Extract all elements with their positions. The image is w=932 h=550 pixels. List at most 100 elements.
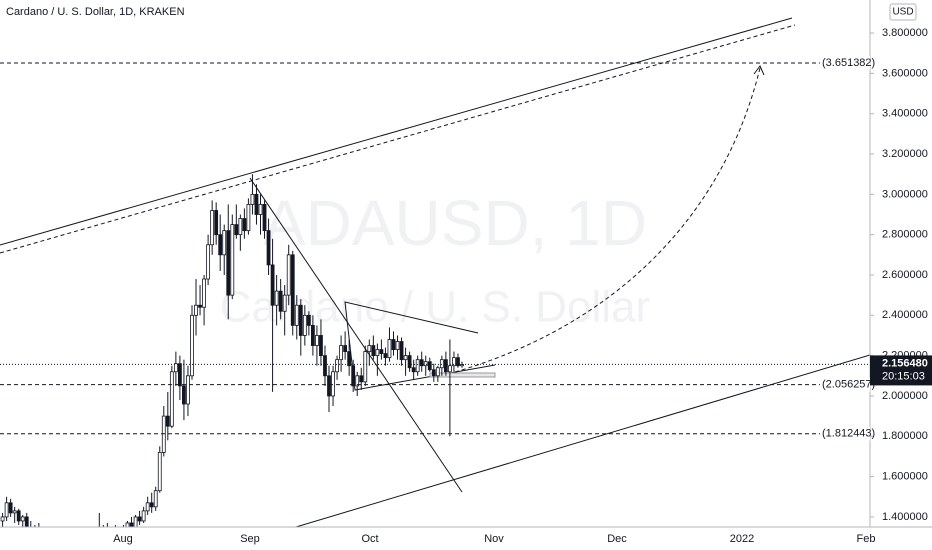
candle-body <box>395 341 400 350</box>
candle-body <box>290 254 295 326</box>
candle-body <box>4 502 9 518</box>
candle-body <box>282 294 287 312</box>
candle-body <box>194 304 198 316</box>
currency: USD <box>892 7 913 18</box>
candle-body <box>339 345 344 361</box>
drawings <box>0 17 870 527</box>
candle-body <box>327 375 331 397</box>
candle-body <box>427 361 432 371</box>
level-label: (3.651382) <box>822 57 875 69</box>
candle-body <box>347 351 352 367</box>
candle-body <box>242 218 247 232</box>
candle-body <box>250 193 255 205</box>
candle-body <box>456 357 460 367</box>
candles <box>0 174 464 549</box>
candle-body <box>448 365 452 373</box>
candle-body <box>86 535 89 539</box>
currency-box <box>889 3 917 21</box>
y-tick-label: 3.000000 <box>882 188 928 200</box>
candle-body <box>443 359 448 373</box>
candle-body <box>415 359 420 373</box>
candle-body <box>302 314 307 336</box>
candle-body <box>206 244 211 280</box>
candle-body <box>218 234 223 256</box>
x-tick-label: Nov <box>484 533 504 545</box>
candle-body <box>78 537 81 541</box>
candle-body <box>319 335 323 357</box>
candle-body <box>33 529 36 533</box>
candle-body <box>367 345 372 353</box>
y-tick-label: 1.400000 <box>882 511 928 523</box>
candle-body <box>157 452 162 492</box>
level-label-bg <box>820 377 870 392</box>
candle-body <box>70 539 73 543</box>
x-tick-label: Feb <box>857 533 876 545</box>
candle-body <box>278 290 283 312</box>
y-tick-label: 3.800000 <box>882 27 928 39</box>
x-tick-label: 2022 <box>730 533 754 545</box>
candle-body <box>125 522 130 527</box>
candle-body <box>359 375 364 383</box>
candle-body <box>173 363 178 373</box>
candle-body <box>8 502 13 514</box>
level-label-bg <box>820 426 870 441</box>
candle-body <box>306 314 311 326</box>
candle-body <box>149 502 154 508</box>
candle-body <box>58 541 61 549</box>
level-label: (2.056257) <box>822 379 875 391</box>
candle-body <box>439 359 444 369</box>
candle-body <box>0 516 5 522</box>
candle-body <box>383 353 388 359</box>
candle-body <box>270 264 275 306</box>
y-tick-label: 2.800000 <box>882 229 928 241</box>
candle-body <box>202 278 206 308</box>
candle-body <box>419 359 424 367</box>
trendline <box>295 354 870 527</box>
candle-body <box>355 375 360 387</box>
x-tick-label: Dec <box>607 533 627 545</box>
triangle <box>344 301 496 391</box>
candle-body <box>141 510 146 522</box>
watermark: ADAUSD, 1D <box>263 187 647 259</box>
candle-body <box>331 371 335 397</box>
candle-body <box>74 537 77 543</box>
candle-body <box>246 204 251 232</box>
projection <box>454 67 761 373</box>
candle-body <box>363 351 368 383</box>
candle-body <box>24 516 29 527</box>
candle-body <box>315 335 319 346</box>
chart-title: Cardano / U. S. Dollar, 1D, KRAKEN <box>6 6 185 18</box>
candle-body <box>190 314 194 377</box>
candle-body <box>20 516 25 522</box>
candle-body <box>286 254 291 296</box>
candle-body <box>186 375 190 405</box>
candle-body <box>66 539 69 545</box>
candle-body <box>145 502 150 512</box>
candle-body <box>343 345 348 353</box>
candle-body <box>133 516 138 527</box>
candle-body <box>153 490 158 508</box>
candle-body <box>94 535 97 537</box>
y-tick-label: 3.400000 <box>882 108 928 120</box>
candle-body <box>335 359 339 373</box>
candle-body <box>399 341 404 361</box>
candle-body <box>226 230 231 296</box>
level-label-bg <box>820 56 870 71</box>
candle-body <box>45 543 48 547</box>
candle-body <box>403 355 408 361</box>
candle-body <box>222 230 227 256</box>
x-tick-label: Aug <box>113 533 133 545</box>
candle-body <box>238 218 243 236</box>
candle-body <box>106 529 109 533</box>
candle-body <box>266 230 271 266</box>
candle-body <box>28 526 33 527</box>
candle-body <box>98 531 101 535</box>
candle-body <box>102 529 105 531</box>
last-price-label: 2.156480 <box>882 357 928 369</box>
candle-body <box>435 367 440 377</box>
candle-body <box>407 355 412 369</box>
candle-body <box>387 339 392 359</box>
candle-body <box>294 304 299 326</box>
y-tick-label: 3.600000 <box>882 67 928 79</box>
